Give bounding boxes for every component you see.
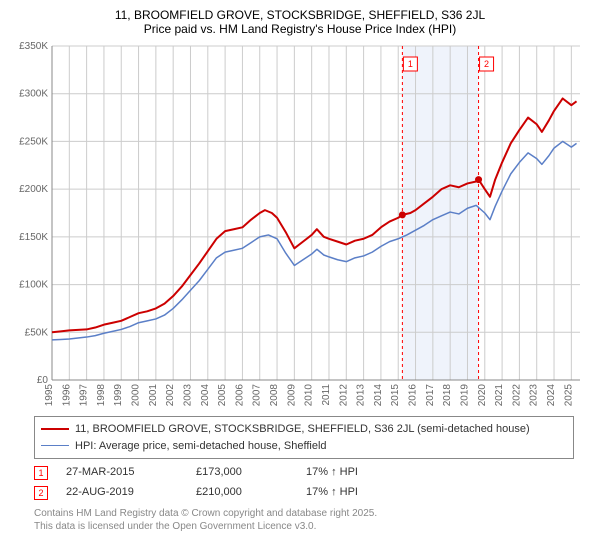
svg-text:2022: 2022	[511, 384, 522, 407]
legend-swatch	[41, 428, 69, 430]
footer-line: This data is licensed under the Open Gov…	[34, 520, 590, 533]
marker-pct: 17% ↑ HPI	[306, 463, 406, 483]
svg-text:2019: 2019	[459, 384, 470, 407]
svg-text:£50K: £50K	[25, 327, 49, 338]
svg-text:2002: 2002	[165, 384, 176, 407]
svg-text:2024: 2024	[546, 384, 557, 407]
legend-swatch	[41, 445, 69, 446]
svg-text:£350K: £350K	[19, 41, 48, 52]
svg-text:2025: 2025	[563, 384, 574, 407]
chart-container: 11, BROOMFIELD GROVE, STOCKSBRIDGE, SHEF…	[0, 0, 600, 560]
marker-row: 1 27-MAR-2015£173,00017% ↑ HPI	[34, 463, 590, 483]
svg-text:£200K: £200K	[19, 184, 48, 195]
title-block: 11, BROOMFIELD GROVE, STOCKSBRIDGE, SHEF…	[10, 8, 590, 36]
svg-text:2013: 2013	[356, 384, 367, 407]
marker-pct: 17% ↑ HPI	[306, 483, 406, 503]
svg-text:2018: 2018	[442, 384, 453, 407]
svg-text:2004: 2004	[200, 384, 211, 407]
chart-area: £0£50K£100K£150K£200K£250K£300K£350K1995…	[10, 40, 590, 410]
footer-line: Contains HM Land Registry data © Crown c…	[34, 507, 590, 520]
svg-text:£300K: £300K	[19, 89, 48, 100]
marker-price: £210,000	[196, 483, 306, 503]
chart-subtitle: Price paid vs. HM Land Registry's House …	[10, 22, 590, 36]
legend-label: 11, BROOMFIELD GROVE, STOCKSBRIDGE, SHEF…	[75, 421, 530, 438]
svg-text:2012: 2012	[338, 384, 349, 407]
svg-text:2000: 2000	[131, 384, 142, 407]
svg-text:1998: 1998	[96, 384, 107, 407]
svg-text:2016: 2016	[408, 384, 419, 407]
svg-text:2017: 2017	[425, 384, 436, 407]
svg-text:£100K: £100K	[19, 280, 48, 291]
marker-date: 22-AUG-2019	[66, 483, 196, 503]
legend: 11, BROOMFIELD GROVE, STOCKSBRIDGE, SHEF…	[34, 416, 574, 459]
marker-date: 27-MAR-2015	[66, 463, 196, 483]
chart-title: 11, BROOMFIELD GROVE, STOCKSBRIDGE, SHEF…	[10, 8, 590, 22]
marker-price: £173,000	[196, 463, 306, 483]
svg-text:2007: 2007	[252, 384, 263, 407]
line-chart-svg: £0£50K£100K£150K£200K£250K£300K£350K1995…	[10, 40, 590, 410]
svg-text:1: 1	[408, 59, 413, 69]
svg-text:2: 2	[484, 59, 489, 69]
svg-text:1999: 1999	[113, 384, 124, 407]
svg-text:2015: 2015	[390, 384, 401, 407]
svg-text:£150K: £150K	[19, 232, 48, 243]
svg-text:2006: 2006	[234, 384, 245, 407]
svg-text:£250K: £250K	[19, 136, 48, 147]
marker-badge: 2	[34, 486, 48, 500]
legend-row: 11, BROOMFIELD GROVE, STOCKSBRIDGE, SHEF…	[41, 421, 567, 438]
svg-text:2010: 2010	[304, 384, 315, 407]
svg-text:2001: 2001	[148, 384, 159, 407]
svg-text:2005: 2005	[217, 384, 228, 407]
svg-text:2020: 2020	[477, 384, 488, 407]
marker-row: 2 22-AUG-2019£210,00017% ↑ HPI	[34, 483, 590, 503]
svg-text:2014: 2014	[373, 384, 384, 407]
marker-table: 1 27-MAR-2015£173,00017% ↑ HPI 2 22-AUG-201…	[34, 463, 590, 503]
svg-text:1995: 1995	[44, 384, 55, 407]
svg-text:1996: 1996	[61, 384, 72, 407]
svg-text:2023: 2023	[529, 384, 540, 407]
marker-badge: 1	[34, 466, 48, 480]
legend-label: HPI: Average price, semi-detached house,…	[75, 438, 327, 455]
svg-text:2009: 2009	[286, 384, 297, 407]
svg-text:2003: 2003	[182, 384, 193, 407]
legend-row: HPI: Average price, semi-detached house,…	[41, 438, 567, 455]
svg-text:2011: 2011	[321, 384, 332, 406]
svg-text:1997: 1997	[79, 384, 90, 407]
svg-text:2021: 2021	[494, 384, 505, 407]
attribution-footer: Contains HM Land Registry data © Crown c…	[34, 507, 590, 533]
svg-text:2008: 2008	[269, 384, 280, 407]
